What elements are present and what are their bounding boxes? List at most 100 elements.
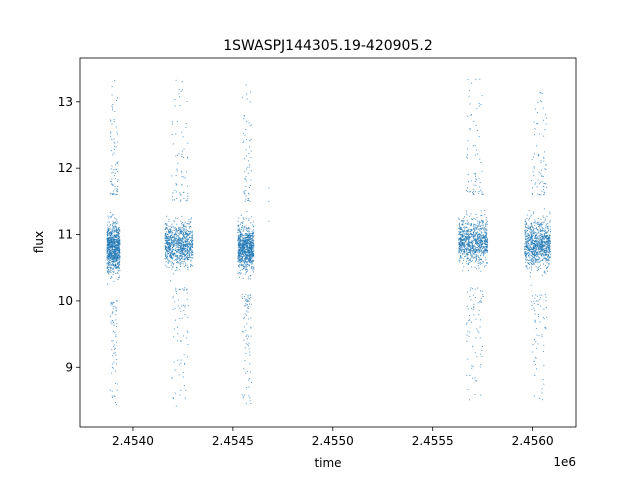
- data-point: [166, 266, 168, 268]
- data-point: [115, 164, 117, 166]
- data-point: [179, 233, 181, 235]
- data-point: [190, 264, 192, 266]
- data-point: [250, 248, 252, 250]
- data-point: [546, 243, 548, 245]
- data-point: [108, 253, 110, 255]
- data-point: [542, 238, 544, 240]
- data-point: [169, 244, 171, 246]
- data-point: [118, 245, 120, 247]
- data-point: [525, 240, 527, 242]
- data-point: [484, 238, 486, 239]
- data-point: [475, 268, 477, 270]
- data-point: [109, 256, 111, 258]
- data-point: [184, 244, 186, 246]
- data-point: [531, 225, 533, 227]
- data-point: [485, 231, 487, 233]
- data-point: [532, 232, 534, 234]
- data-point: [476, 239, 478, 241]
- data-point: [247, 255, 249, 257]
- data-point: [119, 259, 121, 261]
- data-point: [166, 251, 168, 253]
- data-point: [472, 255, 474, 257]
- data-point: [472, 192, 474, 194]
- data-point: [470, 180, 472, 182]
- data-point: [473, 236, 475, 238]
- data-point: [247, 239, 249, 241]
- data-point: [248, 230, 250, 232]
- data-point: [245, 227, 247, 229]
- data-point: [537, 221, 539, 223]
- data-point: [246, 314, 248, 316]
- data-point: [473, 223, 475, 225]
- data-point: [472, 193, 474, 195]
- data-point: [113, 321, 115, 323]
- data-point: [106, 256, 108, 258]
- data-point: [477, 238, 479, 240]
- data-point: [186, 101, 188, 103]
- data-point: [110, 223, 112, 225]
- data-point: [108, 230, 110, 231]
- data-point: [476, 153, 478, 155]
- data-point: [116, 363, 118, 365]
- data-point: [178, 257, 180, 259]
- data-point: [182, 252, 184, 254]
- data-point: [245, 252, 247, 254]
- data-point: [246, 155, 247, 157]
- data-point: [175, 289, 177, 291]
- data-point: [178, 262, 180, 264]
- data-point: [242, 224, 243, 226]
- data-point: [545, 223, 547, 225]
- data-point: [473, 245, 475, 247]
- data-point: [472, 244, 474, 246]
- data-point: [535, 234, 537, 236]
- data-point: [108, 271, 110, 273]
- data-point: [480, 226, 482, 228]
- data-point: [113, 235, 115, 237]
- data-point: [541, 236, 543, 238]
- data-point: [169, 231, 171, 233]
- data-point: [464, 245, 466, 247]
- data-point: [531, 239, 533, 241]
- data-point: [246, 304, 248, 306]
- data-point: [108, 256, 110, 258]
- data-point: [534, 219, 536, 221]
- data-point: [466, 230, 468, 232]
- data-point: [171, 255, 173, 257]
- data-point: [537, 246, 539, 248]
- data-point: [180, 239, 182, 241]
- data-point: [460, 239, 462, 241]
- data-point: [189, 236, 191, 238]
- data-point: [538, 261, 540, 263]
- data-point: [468, 243, 470, 245]
- data-point: [461, 234, 463, 236]
- data-point: [462, 262, 464, 264]
- data-point: [110, 254, 112, 256]
- data-point: [117, 230, 119, 232]
- data-point: [474, 296, 476, 298]
- data-point: [169, 232, 171, 234]
- data-point: [110, 304, 112, 306]
- data-point: [182, 191, 184, 193]
- data-point: [110, 168, 112, 170]
- data-point: [466, 322, 468, 324]
- data-point: [249, 101, 251, 103]
- data-point: [181, 246, 183, 248]
- data-point: [243, 234, 245, 236]
- data-point: [526, 214, 528, 216]
- data-point: [177, 333, 179, 335]
- data-point: [526, 266, 528, 268]
- data-point: [114, 331, 116, 333]
- data-point: [547, 254, 549, 256]
- data-point: [108, 242, 110, 244]
- data-point: [472, 256, 474, 258]
- data-point: [250, 124, 252, 126]
- data-point: [482, 225, 484, 227]
- data-point: [467, 257, 469, 259]
- data-point: [458, 251, 460, 253]
- data-point: [542, 244, 544, 246]
- data-point: [110, 224, 112, 226]
- data-point: [183, 176, 185, 178]
- data-point: [114, 217, 116, 219]
